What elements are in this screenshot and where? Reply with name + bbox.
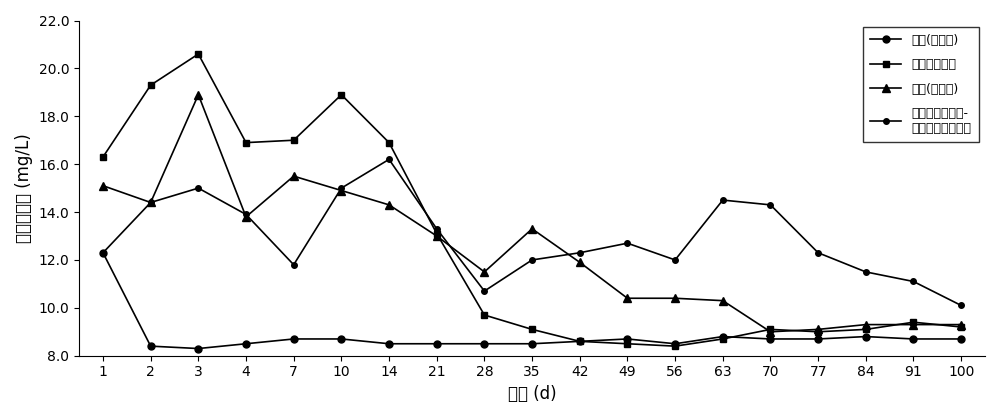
对照(蔓馏水)	[907, 336, 919, 342]
纳米有机膊润土-
石膔包膜过氧化锨	[97, 250, 109, 255]
过氧化锨原料	[812, 329, 824, 334]
颗粒(未包膜)	[764, 329, 776, 334]
对照(蔓馏水)	[97, 250, 109, 255]
纳米有机膊润土-
石膔包膜过氧化锨	[574, 250, 586, 255]
过氧化锨原料	[431, 231, 443, 236]
纳米有机膊润土-
石膔包膜过氧化锨	[621, 241, 633, 246]
Line: 对照(蔓馏水): 对照(蔓馏水)	[100, 249, 965, 352]
颗粒(未包膜)	[717, 298, 729, 303]
颗粒(未包膜)	[526, 226, 538, 231]
颗粒(未包膜)	[955, 322, 967, 327]
过氧化锨原料	[478, 313, 490, 318]
纳米有机膊润土-
石膔包膜过氧化锨	[288, 262, 300, 267]
纳米有机膊润土-
石膔包膜过氧化锨	[240, 212, 252, 217]
颗粒(未包膜)	[288, 173, 300, 178]
X-axis label: 时间 (d): 时间 (d)	[508, 385, 556, 403]
纳米有机膊润土-
石膔包膜过氧化锨	[669, 257, 681, 263]
颗粒(未包膜)	[192, 92, 204, 97]
颗粒(未包膜)	[97, 183, 109, 188]
对照(蔓馏水)	[764, 336, 776, 342]
纳米有机膊润土-
石膔包膜过氧化锨	[526, 257, 538, 263]
对照(蔓馏水)	[621, 336, 633, 342]
过氧化锨原料	[717, 336, 729, 342]
对照(蔓馏水)	[288, 336, 300, 342]
纳米有机膊润土-
石膔包膜过氧化锨	[192, 186, 204, 191]
颗粒(未包膜)	[907, 322, 919, 327]
过氧化锨原料	[240, 140, 252, 145]
对照(蔓馏水)	[717, 334, 729, 339]
过氧化锨原料	[145, 83, 157, 88]
对照(蔓馏水)	[574, 339, 586, 344]
Line: 过氧化锨原料: 过氧化锨原料	[100, 51, 965, 349]
颗粒(未包膜)	[669, 296, 681, 301]
颗粒(未包膜)	[383, 202, 395, 207]
Legend: 对照(蔓馏水), 过氧化锨原料, 颗粒(未包膜), 纳米有机膊润土-
石膔包膜过氧化锨: 对照(蔓馏水), 过氧化锨原料, 颗粒(未包膜), 纳米有机膊润土- 石膔包膜过…	[862, 27, 979, 143]
颗粒(未包膜)	[478, 270, 490, 275]
颗粒(未包膜)	[860, 322, 872, 327]
对照(蔓馏水)	[526, 341, 538, 346]
纳米有机膊润土-
石膔包膜过氧化锨	[383, 157, 395, 162]
过氧化锨原料	[288, 138, 300, 143]
纳米有机膊润土-
石膔包膜过氧化锨	[764, 202, 776, 207]
颗粒(未包膜)	[431, 234, 443, 239]
纳米有机膊润土-
石膔包膜过氧化锨	[145, 200, 157, 205]
对照(蔓馏水)	[431, 341, 443, 346]
颗粒(未包膜)	[240, 214, 252, 219]
Y-axis label: 活性氧浓度 (mg/L): 活性氧浓度 (mg/L)	[15, 133, 33, 243]
颗粒(未包膜)	[574, 260, 586, 265]
对照(蔓馏水)	[240, 341, 252, 346]
纳米有机膊润土-
石膔包膜过氧化锨	[860, 270, 872, 275]
纳米有机膊润土-
石膔包膜过氧化锨	[478, 288, 490, 293]
对照(蔓馏水)	[669, 341, 681, 346]
过氧化锨原料	[955, 324, 967, 329]
过氧化锨原料	[383, 140, 395, 145]
颗粒(未包膜)	[335, 188, 347, 193]
对照(蔓馏水)	[383, 341, 395, 346]
过氧化锨原料	[907, 320, 919, 325]
颗粒(未包膜)	[145, 200, 157, 205]
过氧化锨原料	[192, 51, 204, 56]
过氧化锨原料	[621, 341, 633, 346]
过氧化锨原料	[335, 92, 347, 97]
颗粒(未包膜)	[812, 327, 824, 332]
Line: 纳米有机膊润土-
石膔包膜过氧化锨: 纳米有机膊润土- 石膔包膜过氧化锨	[100, 157, 964, 308]
对照(蔓馏水)	[192, 346, 204, 351]
过氧化锨原料	[669, 344, 681, 349]
纳米有机膊润土-
石膔包膜过氧化锨	[431, 226, 443, 231]
纳米有机膊润土-
石膔包膜过氧化锨	[717, 198, 729, 203]
过氧化锨原料	[526, 327, 538, 332]
对照(蔓馏水)	[145, 344, 157, 349]
纳米有机膊润土-
石膔包膜过氧化锨	[335, 186, 347, 191]
对照(蔓馏水)	[812, 336, 824, 342]
过氧化锨原料	[860, 327, 872, 332]
对照(蔓馏水)	[860, 334, 872, 339]
纳米有机膊润土-
石膔包膜过氧化锨	[907, 279, 919, 284]
对照(蔓馏水)	[335, 336, 347, 342]
纳米有机膊润土-
石膔包膜过氧化锨	[955, 303, 967, 308]
对照(蔓馏水)	[478, 341, 490, 346]
颗粒(未包膜)	[621, 296, 633, 301]
对照(蔓馏水)	[955, 336, 967, 342]
纳米有机膊润土-
石膔包膜过氧化锨	[812, 250, 824, 255]
过氧化锨原料	[764, 327, 776, 332]
Line: 颗粒(未包膜): 颗粒(未包膜)	[99, 91, 965, 336]
过氧化锨原料	[574, 339, 586, 344]
过氧化锨原料	[97, 155, 109, 160]
